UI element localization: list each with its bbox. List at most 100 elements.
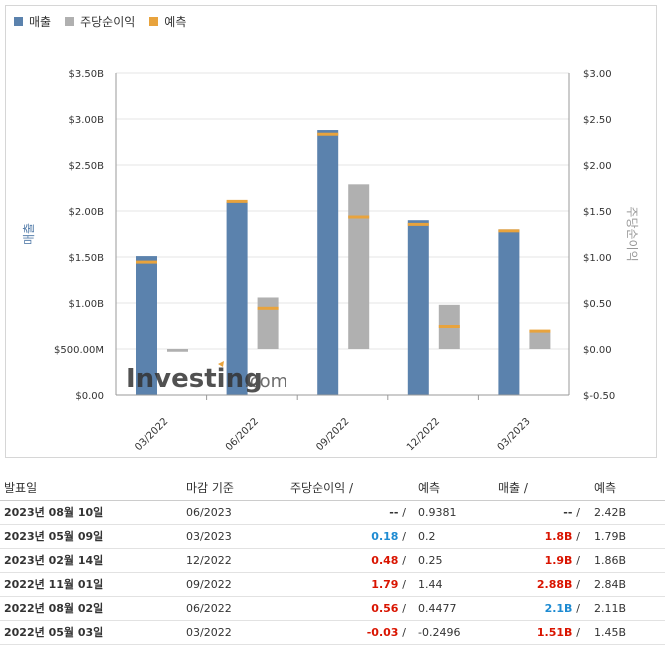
- earnings-table: 발표일 마감 기준 주당순이익 / 예측 매출 / 예측 2023년 08월 1…: [0, 476, 665, 645]
- cell-eps: 1.79 /: [290, 572, 410, 597]
- x-tick-label: 03/2023: [496, 416, 533, 453]
- y2-axis-label: 주당순이익: [625, 206, 639, 261]
- y2-tick-label: $2.50: [583, 115, 612, 126]
- earnings-chart: 매출 주당순이익 예측 $0.00 $500.00M $1.00B $1.50B $2.…: [5, 5, 657, 458]
- cell-revenue: -- /: [498, 500, 584, 525]
- cell-period: 03/2022: [180, 620, 290, 645]
- col-header-period[interactable]: 마감 기준: [180, 476, 290, 501]
- cell-revenue-forecast: 2.11B: [584, 596, 665, 621]
- legend-label: 예측: [164, 15, 187, 29]
- y2-tick-label: $0.00: [583, 345, 612, 356]
- y-tick-label: $500.00M: [54, 345, 104, 356]
- cell-eps: 0.48 /: [290, 548, 410, 573]
- cell-eps-forecast: 0.25: [410, 548, 498, 573]
- y-tick-label: $1.50B: [69, 253, 105, 264]
- cell-eps: -0.03 /: [290, 620, 410, 645]
- eps-bar: [529, 332, 551, 349]
- legend-item-revenue[interactable]: 매출: [14, 13, 51, 30]
- col-header-eps[interactable]: 주당순이익 /: [290, 476, 410, 501]
- cell-revenue-forecast: 2.84B: [584, 572, 665, 597]
- cell-period: 12/2022: [180, 548, 290, 573]
- revenue-bar: [136, 256, 157, 395]
- cell-eps-forecast: 0.2: [410, 524, 498, 549]
- table-row: 2023년 05월 09일 03/2023 0.18 /0.2 1.8B /1.79B: [0, 524, 665, 549]
- investing-watermark-logo: Investing .com: [126, 361, 288, 397]
- x-tick-label: 12/2022: [405, 416, 442, 453]
- watermark-brand: Investing: [126, 364, 263, 393]
- eps-bar: [257, 297, 279, 349]
- y-tick-label: $1.00B: [69, 299, 105, 310]
- y2-tick-label: $0.50: [583, 299, 612, 310]
- y-tick-label: $2.50B: [69, 161, 105, 172]
- revenue-swatch-icon: [14, 17, 23, 26]
- table-row: 2022년 11월 01일 09/2022 1.79 /1.44 2.88B /2.8…: [0, 572, 665, 597]
- table-header-row: 발표일 마감 기준 주당순이익 / 예측 매출 / 예측: [0, 476, 665, 501]
- revenue-bar: [407, 220, 429, 395]
- eps-forecast-marker: [257, 306, 279, 310]
- table-row: 2023년 02월 14일 12/2022 0.48 /0.25 1.9B /1.86…: [0, 548, 665, 573]
- col-header-eps-forecast[interactable]: 예측: [410, 476, 498, 501]
- y-tick-label: $0.00: [75, 391, 104, 402]
- revenue-forecast-marker: [317, 132, 339, 136]
- revenue-bar: [317, 130, 339, 395]
- cell-eps: 0.56 /: [290, 596, 410, 621]
- table-row: 2022년 08월 02일 06/2022 0.56 /0.4477 2.1B /2.…: [0, 596, 665, 621]
- cell-eps: 0.18 /: [290, 524, 410, 549]
- y-tick-label: $2.00B: [69, 207, 105, 218]
- col-header-revenue[interactable]: 매출 /: [498, 476, 584, 501]
- forecast-swatch-icon: [149, 17, 159, 26]
- cell-date: 2023년 08월 10일: [0, 500, 180, 525]
- revenue-bar: [226, 201, 248, 395]
- cell-revenue-forecast: 1.45B: [584, 620, 665, 645]
- cell-revenue: 1.9B /: [498, 548, 584, 573]
- y-axis-label: 매출: [22, 223, 36, 245]
- y-tick-label: $3.50B: [69, 69, 105, 80]
- x-tick-label: 09/2022: [314, 416, 351, 453]
- y2-tick-label: $1.50: [583, 207, 612, 218]
- col-header-date[interactable]: 발표일: [0, 476, 180, 501]
- cell-revenue-forecast: 1.79B: [584, 524, 665, 549]
- x-tick-label: 03/2022: [133, 416, 170, 453]
- eps-forecast-marker: [529, 329, 551, 333]
- eps-swatch-icon: [65, 17, 75, 26]
- legend-label: 주당순이익: [80, 15, 136, 29]
- cell-date: 2022년 05월 03일: [0, 620, 180, 645]
- cell-revenue: 2.1B /: [498, 596, 584, 621]
- y-tick-label: $3.00B: [69, 115, 105, 126]
- watermark-suffix: .com: [244, 371, 286, 392]
- eps-forecast-marker: [438, 325, 460, 328]
- cell-eps-forecast: 0.9381: [410, 500, 498, 525]
- cell-date: 2023년 02월 14일: [0, 548, 180, 573]
- cell-period: 06/2022: [180, 596, 290, 621]
- cell-period: 03/2023: [180, 524, 290, 549]
- eps-forecast-marker: [348, 215, 370, 219]
- revenue-bar: [498, 229, 520, 395]
- eps-bar: [167, 349, 188, 352]
- y2-tick-label: $-0.50: [583, 391, 615, 402]
- cell-period: 06/2023: [180, 500, 290, 525]
- legend-item-forecast[interactable]: 예측: [149, 13, 186, 30]
- y2-tick-label: $1.00: [583, 253, 612, 264]
- cell-period: 09/2022: [180, 572, 290, 597]
- cell-eps: -- /: [290, 500, 410, 525]
- revenue-forecast-marker: [226, 199, 248, 203]
- eps-bar: [348, 184, 370, 349]
- cell-revenue: 2.88B /: [498, 572, 584, 597]
- x-tick-label: 06/2022: [224, 416, 261, 453]
- table-row: 2022년 05월 03일 03/2022 -0.03 /-0.2496 1.51B …: [0, 620, 665, 645]
- revenue-forecast-marker: [407, 222, 429, 226]
- legend-item-eps[interactable]: 주당순이익: [65, 13, 135, 30]
- cell-eps-forecast: 1.44: [410, 572, 498, 597]
- cell-revenue-forecast: 1.86B: [584, 548, 665, 573]
- cell-eps-forecast: -0.2496: [410, 620, 498, 645]
- cell-date: 2023년 05월 09일: [0, 524, 180, 549]
- cell-revenue: 1.51B /: [498, 620, 584, 645]
- cell-date: 2022년 11월 01일: [0, 572, 180, 597]
- cell-date: 2022년 08월 02일: [0, 596, 180, 621]
- revenue-forecast-marker: [498, 229, 520, 233]
- cell-revenue-forecast: 2.42B: [584, 500, 665, 525]
- chart-plot: $0.00 $500.00M $1.00B $1.50B $2.00B $2.50B $3.…: [22, 69, 639, 453]
- col-header-revenue-forecast[interactable]: 예측: [584, 476, 665, 501]
- cell-eps-forecast: 0.4477: [410, 596, 498, 621]
- chart-legend: 매출 주당순이익 예측: [14, 13, 200, 30]
